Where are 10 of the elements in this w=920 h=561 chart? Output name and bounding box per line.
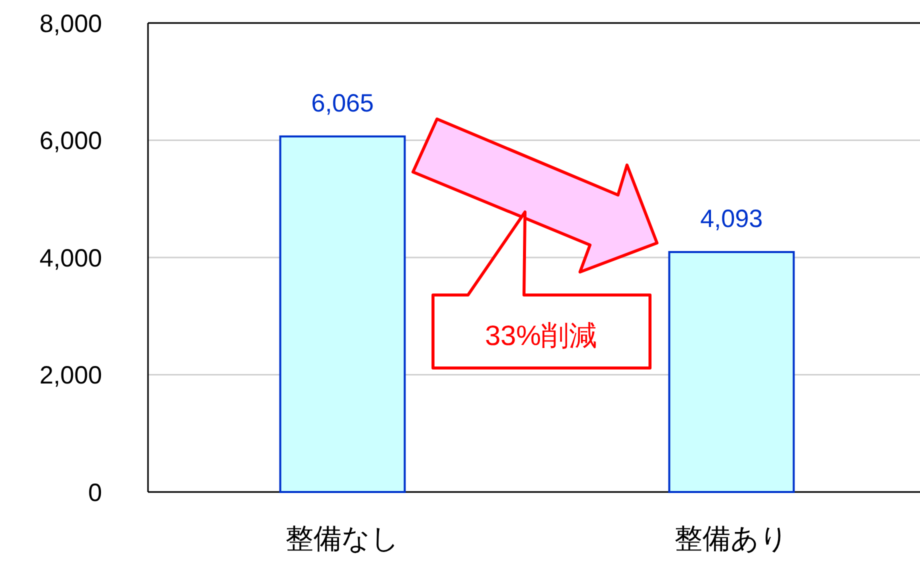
y-tick-label: 4,000 <box>39 244 102 272</box>
y-tick-label: 8,000 <box>39 10 102 38</box>
x-tick-label: 整備なし <box>286 523 400 554</box>
y-tick-label: 6,000 <box>39 127 102 155</box>
x-tick-label: 整備あり <box>674 523 788 554</box>
y-tick-label: 0 <box>88 478 102 507</box>
data-label: 4,093 <box>700 205 763 234</box>
annotation: 33%削減 <box>484 320 598 351</box>
data-label: 6,065 <box>311 89 374 118</box>
y-tick-label: 2,000 <box>39 362 102 390</box>
